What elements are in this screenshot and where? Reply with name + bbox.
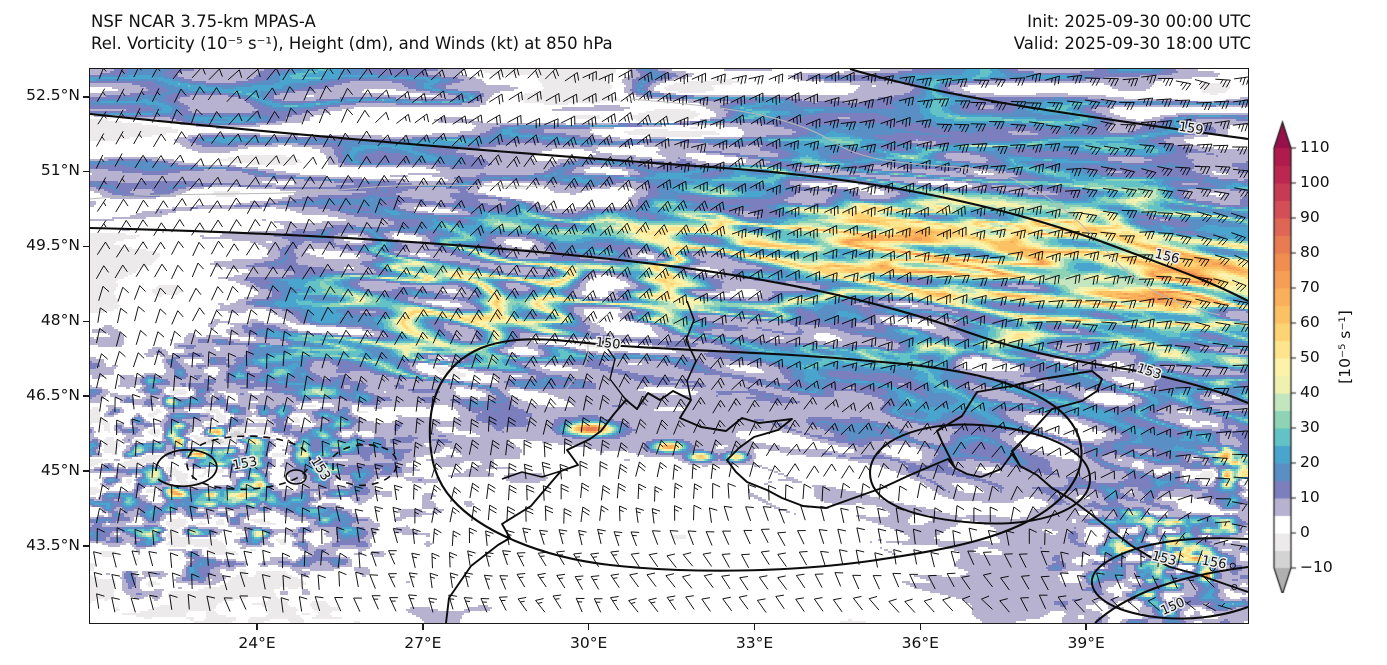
- lon-axis-label: 24°E: [238, 634, 276, 652]
- lon-tick: [422, 624, 424, 630]
- height-contour-carpathian-tiny: [285, 469, 307, 485]
- contour-label: 153: [307, 454, 333, 483]
- contour-label: 150: [1159, 595, 1188, 619]
- lat-tick: [83, 545, 89, 547]
- lat-tick: [83, 170, 89, 173]
- contour-label: 153: [231, 454, 258, 473]
- map-frame: 159 156 153 150 153 153 153 156 150: [89, 68, 1249, 624]
- contour-label: 153: [1135, 361, 1163, 383]
- colorbar-axis-label: [10⁻⁵ s⁻¹]: [1335, 310, 1354, 384]
- height-contour-150-closed: [428, 338, 1083, 572]
- lat-tick: [83, 395, 89, 397]
- river-danube: [501, 470, 562, 480]
- river-dniester: [601, 340, 627, 401]
- lon-axis-label: 33°E: [735, 634, 774, 652]
- colorbar-tick-label: 30: [1300, 418, 1320, 436]
- lat-axis-label: 48°N: [40, 311, 80, 330]
- height-contour-153: [90, 226, 1248, 404]
- contour-label: 156: [1153, 247, 1181, 268]
- height-contour-156: [90, 112, 1248, 302]
- country-border: [559, 312, 611, 400]
- field-title: Rel. Vorticity (10⁻⁵ s⁻¹), Height (dm), …: [91, 34, 613, 53]
- lat-tick: [83, 245, 89, 248]
- contour-label: 156: [1200, 553, 1227, 572]
- lat-axis-label: 46.5°N: [26, 385, 80, 404]
- lat-axis-label: 49.5°N: [26, 236, 80, 255]
- model-title: NSF NCAR 3.75-km MPAS-A: [91, 12, 316, 31]
- contour-label: 150: [595, 335, 621, 353]
- lon-axis-label: 30°E: [570, 634, 608, 652]
- lat-axis-label: 51°N: [40, 161, 80, 180]
- contour-coastline-overlay: 159 156 153 150 153 153 153 156 150: [90, 69, 1248, 623]
- colorbar: 110 100 90 80 70 60 50 40 30 20 10 0 −10 [10⁻⁵ s⁻¹]: [1262, 100, 1387, 600]
- height-contour-caucasus: [1091, 537, 1248, 620]
- colorbar-tick-label: 50: [1300, 348, 1320, 366]
- colorbar-tick-label: 110: [1300, 138, 1330, 156]
- lon-axis-label: 39°E: [1067, 634, 1105, 652]
- lat-axis-label: 52.5°N: [26, 86, 80, 105]
- country-border: [629, 98, 1221, 316]
- lon-tick: [1085, 624, 1087, 630]
- lat-axis-label: 43.5°N: [26, 535, 80, 554]
- height-contour-dashed-carpathian: [332, 443, 398, 487]
- colorbar-tick-label: 40: [1300, 383, 1320, 401]
- colorbar-tick-label: 90: [1300, 208, 1320, 226]
- vorticity-wind-canvas: [90, 69, 1248, 623]
- valid-time: Valid: 2025-09-30 18:00 UTC: [1013, 34, 1251, 53]
- height-contour-dashed-carpathian: [186, 435, 311, 491]
- colorbar-tick-label: 80: [1300, 243, 1320, 261]
- lon-tick: [919, 624, 922, 630]
- lat-tick: [83, 95, 89, 98]
- height-contour-caucasus-150: [1094, 566, 1248, 623]
- country-border: [90, 184, 561, 200]
- colorbar-tick-label: 10: [1300, 488, 1320, 506]
- colorbar-tick-label: 70: [1300, 278, 1320, 296]
- lat-tick: [83, 470, 89, 472]
- colorbar-tick-label: −10: [1300, 558, 1333, 576]
- colorbar-tick-label: 20: [1300, 453, 1320, 471]
- title-block: NSF NCAR 3.75-km MPAS-A Rel. Vorticity (…: [91, 11, 613, 55]
- colorbar-tick-label: 0: [1300, 523, 1310, 541]
- lon-tick: [753, 624, 756, 630]
- contour-label: 159: [1178, 120, 1205, 139]
- lon-axis-label: 36°E: [901, 634, 939, 652]
- height-contour-carpathian-small: [155, 449, 218, 488]
- time-block: Init: 2025-09-30 00:00 UTC Valid: 2025-0…: [1014, 11, 1251, 55]
- height-contour-159: [849, 69, 1248, 141]
- colorbar-canvas: [1272, 108, 1302, 593]
- coastline-black-sea: [445, 390, 1248, 623]
- colorbar-tick-label: 100: [1300, 173, 1330, 191]
- lon-tick: [256, 624, 258, 630]
- lon-tick: [587, 624, 590, 630]
- colorbar-tick-label: 60: [1300, 313, 1320, 331]
- contour-label: 153: [1150, 549, 1178, 570]
- init-time: Init: 2025-09-30 00:00 UTC: [1027, 12, 1251, 31]
- lat-axis-label: 45°N: [40, 460, 80, 479]
- height-contour-inner-closed: [869, 423, 1091, 525]
- lon-axis-label: 27°E: [404, 634, 442, 652]
- lat-tick: [83, 320, 89, 323]
